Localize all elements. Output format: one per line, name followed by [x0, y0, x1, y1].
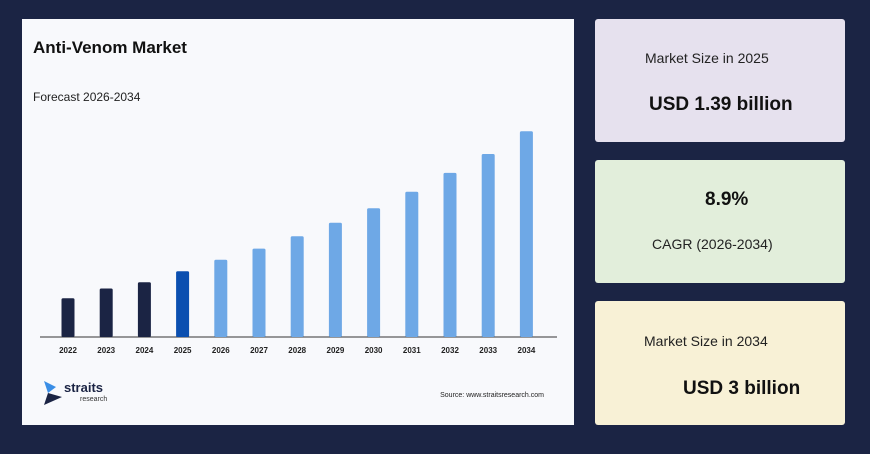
market-size-2025-value: USD 1.39 billion	[649, 94, 793, 115]
bar-2022	[61, 298, 75, 337]
market-size-2034-label: Market Size in 2034	[644, 333, 768, 349]
x-tick-label-2034: 2034	[518, 346, 536, 355]
logo-subtitle: research	[80, 396, 108, 403]
bar-2029	[328, 222, 342, 337]
bar-2033	[481, 154, 495, 337]
cagr-label: CAGR (2026-2034)	[652, 236, 773, 252]
source-note: Source: www.straitsresearch.com	[440, 392, 544, 399]
bar-chart: 2022 2023 2024 2025 2026 2027 2028 2029 2030 2031…	[40, 131, 557, 355]
x-tick-label-2025: 2025	[174, 346, 192, 355]
x-tick-label-2027: 2027	[250, 346, 268, 355]
chart-title: Anti-Venom Market	[33, 38, 187, 57]
bar-2023	[99, 288, 113, 337]
x-tick-label-2024: 2024	[136, 346, 154, 355]
straits-logo-icon	[44, 381, 62, 405]
x-tick-label-2022: 2022	[59, 346, 77, 355]
x-tick-label-2029: 2029	[327, 346, 345, 355]
bar-2028	[290, 236, 304, 337]
bar-2026	[214, 259, 228, 337]
x-tick-label-2033: 2033	[479, 346, 497, 355]
straits-logo: straits research	[42, 379, 132, 409]
bar-2031	[405, 191, 419, 337]
x-tick-label-2028: 2028	[288, 346, 306, 355]
bar-2025	[176, 271, 190, 337]
x-tick-label-2023: 2023	[97, 346, 115, 355]
chart-subtitle: Forecast 2026-2034	[33, 90, 141, 104]
bar-2024	[137, 282, 151, 337]
bar-2034	[519, 131, 533, 337]
chart-panel: Anti-Venom Market Forecast 2026-2034 202…	[22, 19, 574, 425]
logo-word: straits	[64, 380, 104, 395]
market-size-2025-label: Market Size in 2025	[645, 50, 769, 66]
bar-2030	[367, 208, 381, 337]
bar-2032	[443, 172, 457, 337]
x-tick-label-2026: 2026	[212, 346, 230, 355]
market-size-2025-card: Market Size in 2025 USD 1.39 billion	[595, 19, 845, 142]
cagr-card: 8.9% CAGR (2026-2034)	[595, 160, 845, 283]
market-size-2034-value: USD 3 billion	[683, 378, 801, 399]
x-tick-label-2031: 2031	[403, 346, 421, 355]
cagr-value: 8.9%	[705, 189, 749, 210]
bar-2027	[252, 248, 266, 337]
x-tick-label-2030: 2030	[365, 346, 383, 355]
x-tick-label-2032: 2032	[441, 346, 459, 355]
market-size-2034-card: Market Size in 2034 USD 3 billion	[595, 301, 845, 425]
